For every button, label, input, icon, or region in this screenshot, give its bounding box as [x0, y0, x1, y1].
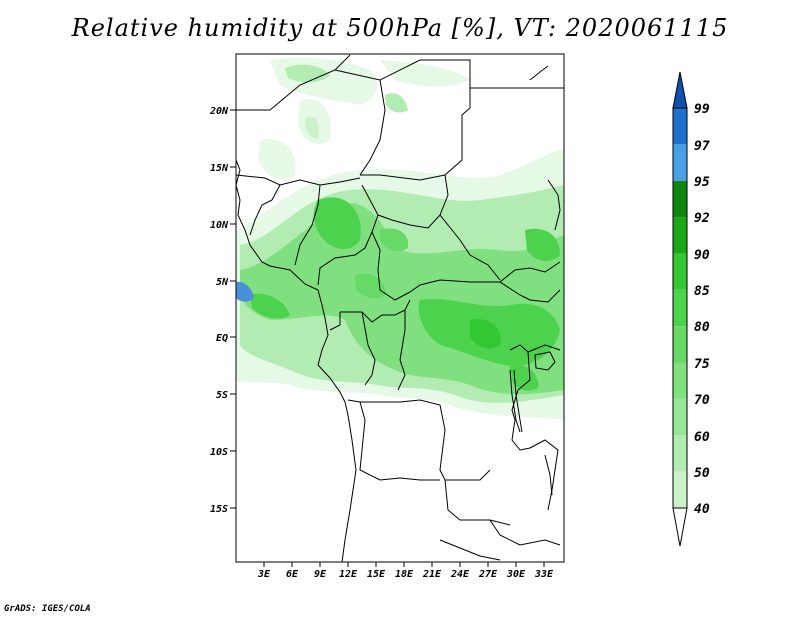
map-frame	[235, 53, 565, 563]
colorbar-label-90: 90	[694, 248, 710, 263]
colorbar-label-40: 40	[694, 502, 710, 517]
lat-label-10n: 10N	[210, 220, 229, 231]
colorbar-high-arrow	[672, 71, 688, 109]
country-borders	[236, 54, 564, 562]
lon-label-18e: 18E	[395, 569, 414, 580]
colorbar-swatch	[673, 435, 687, 472]
lon-label-30e: 30E	[506, 569, 526, 580]
lat-label-15s: 15S	[210, 504, 228, 515]
lon-label-27e: 27E	[478, 569, 498, 580]
colorbar: 40 50 60 70 75 80 85 90 92 95 97 99	[672, 71, 710, 547]
lon-label-3e: 3E	[257, 569, 271, 580]
lat-label-20n: 20N	[209, 106, 229, 117]
colorbar-swatch	[673, 362, 687, 399]
colorbar-swatches	[673, 108, 687, 508]
colorbar-swatch	[673, 253, 687, 290]
colorbar-swatch	[673, 326, 687, 363]
colorbar-label-75: 75	[694, 357, 710, 372]
lat-label-5s: 5S	[216, 390, 228, 401]
humidity-field	[236, 54, 564, 562]
colorbar-swatch	[673, 180, 687, 218]
colorbar-label-50: 50	[694, 466, 710, 481]
colorbar-label-60: 60	[694, 430, 710, 445]
lon-label-6e: 6E	[286, 569, 299, 580]
lon-label-15e: 15E	[367, 569, 386, 580]
colorbar-label-92: 92	[694, 211, 710, 226]
lat-label-10s: 10S	[210, 447, 228, 458]
grads-credit: GrADS: IGES/COLA	[4, 604, 91, 614]
colorbar-label-85: 85	[694, 284, 710, 299]
colorbar-label-95: 95	[694, 175, 710, 190]
colorbar-swatch	[673, 289, 687, 327]
lat-label-5n: 5N	[216, 277, 229, 288]
colorbar-label-97: 97	[694, 139, 710, 154]
colorbar-frame	[672, 107, 688, 509]
colorbar-swatch	[673, 398, 687, 436]
colorbar-swatch	[673, 144, 687, 181]
lat-label-eq: EQ	[216, 333, 228, 344]
colorbar-label-70: 70	[694, 393, 710, 408]
colorbar-swatch	[673, 471, 687, 508]
colorbar-swatch	[673, 108, 687, 145]
lon-label-21e: 21E	[422, 569, 442, 580]
lat-label-15n: 15N	[210, 163, 229, 174]
lon-label-24e: 24E	[450, 569, 470, 580]
colorbar-low-arrow	[672, 507, 688, 547]
chart-title: Relative humidity at 500hPa [%], VT: 202…	[71, 14, 729, 42]
colorbar-label-80: 80	[694, 320, 710, 335]
colorbar-swatch	[673, 217, 687, 254]
lon-label-33e: 33E	[534, 569, 554, 580]
lat-axis: 20N 15N 10N 5N EQ 5S 10S 15S	[209, 106, 236, 515]
lon-label-12e: 12E	[339, 569, 358, 580]
lon-label-9e: 9E	[314, 569, 327, 580]
lon-axis: 3E 6E 9E 12E 15E 18E 21E 24E 27E 30E 33E	[257, 562, 554, 580]
colorbar-label-99: 99	[694, 102, 710, 117]
